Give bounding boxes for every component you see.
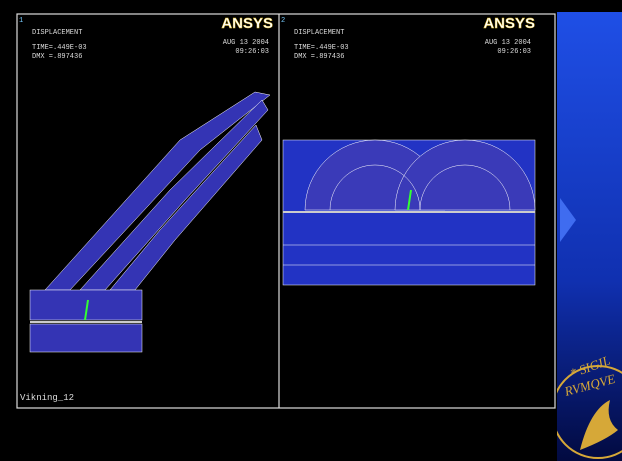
dmx-label: DMX =.897436 bbox=[294, 53, 344, 61]
section-model bbox=[282, 139, 536, 286]
marker bbox=[84, 299, 89, 321]
beam-model bbox=[29, 91, 271, 353]
dmx-label: DMX =.897436 bbox=[32, 53, 82, 61]
seal-ring bbox=[557, 365, 622, 459]
cylinder bbox=[29, 323, 143, 353]
date-label: AUG 13 2004 bbox=[485, 39, 531, 47]
sidebar bbox=[557, 12, 622, 461]
clock-label: 09:26:03 bbox=[497, 48, 531, 56]
clock-label: 09:26:03 bbox=[235, 48, 269, 56]
panel-number: 2 bbox=[281, 17, 285, 25]
time-label: TIME=.449E-03 bbox=[294, 44, 349, 52]
arc bbox=[419, 164, 511, 211]
panel-number: 1 bbox=[19, 17, 23, 25]
seal-figure bbox=[580, 400, 618, 450]
logo: ANSYS bbox=[221, 15, 273, 32]
arc-region bbox=[394, 139, 536, 211]
logo: ANSYS bbox=[483, 15, 535, 32]
sidebar-arrow bbox=[560, 198, 576, 242]
panel-title: DISPLACEMENT bbox=[294, 29, 344, 37]
panel-title: DISPLACEMENT bbox=[32, 29, 82, 37]
marker bbox=[407, 189, 412, 211]
time-label: TIME=.449E-03 bbox=[32, 44, 87, 52]
date-label: AUG 13 2004 bbox=[223, 39, 269, 47]
caption: Vikning_12 bbox=[20, 393, 74, 403]
arc bbox=[329, 164, 421, 211]
